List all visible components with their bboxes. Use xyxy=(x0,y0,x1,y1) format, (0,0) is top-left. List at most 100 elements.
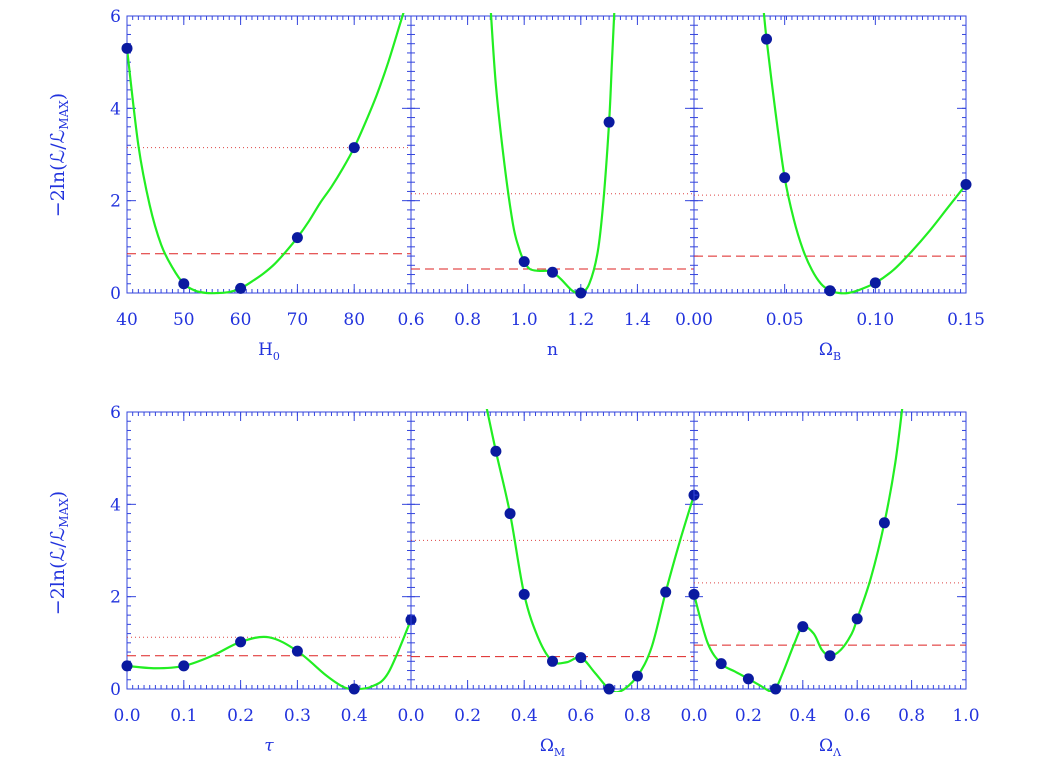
data-point xyxy=(878,517,890,529)
data-point xyxy=(824,285,836,297)
data-point xyxy=(291,232,303,244)
panel-3-xlabel: ΩB xyxy=(819,340,841,363)
panel-2: 0.8 1.0 1.2 1.4 0.00 n xyxy=(410,13,713,360)
data-point xyxy=(631,670,643,682)
panel-4-frame xyxy=(126,411,412,690)
x-tick-label: 0.6 xyxy=(844,706,871,726)
panel-1-xlabel: H0 xyxy=(258,340,280,363)
data-point xyxy=(547,266,558,278)
x-tick-label: 0.0 xyxy=(680,706,707,726)
x-tick-label: 80 xyxy=(343,310,365,330)
x-tick-label: 0.00 xyxy=(675,310,713,330)
xlabel-sub: M xyxy=(554,746,565,759)
data-point xyxy=(490,445,502,457)
xlabel-sub: B xyxy=(833,350,841,363)
x-tick-label: 1.0 xyxy=(952,706,979,726)
likelihood-curve xyxy=(489,13,616,295)
x-tick-label: 0.4 xyxy=(789,706,816,726)
x-tick-label: 1.4 xyxy=(624,310,651,330)
x-tick-label: 60 xyxy=(230,310,252,330)
x-tick-label: 0.4 xyxy=(511,706,538,726)
x-tick-label: 0.10 xyxy=(856,310,894,330)
data-point xyxy=(121,42,133,54)
xlabel-main: Ω xyxy=(819,736,833,756)
data-point xyxy=(235,282,247,294)
x-tick-label: 0.2 xyxy=(735,706,762,726)
data-point xyxy=(178,278,190,290)
panel-5: 0.2 0.4 0.6 0.8 0.0 ΩM xyxy=(410,409,708,759)
data-point xyxy=(715,658,727,670)
x-tick-label: 0.4 xyxy=(341,706,368,726)
x-tick-label: 0.15 xyxy=(947,310,985,330)
panel-2-xlabel: n xyxy=(547,340,558,360)
y-tick-label: 2 xyxy=(110,192,121,212)
data-point xyxy=(761,33,773,45)
ylabel-bottom: −2ln(ℒ/ℒMAX) xyxy=(47,491,71,615)
data-point xyxy=(575,652,587,664)
data-point xyxy=(348,683,360,695)
y-tick-label: 0 xyxy=(110,284,121,304)
data-point xyxy=(121,660,133,672)
panel-4: 0.0 0.1 0.2 0.3 0.4 0.0 0 2 4 6 τ xyxy=(110,403,424,756)
data-point xyxy=(518,588,530,600)
xlabel-main: Ω xyxy=(819,340,833,360)
y-tick-label: 4 xyxy=(110,495,121,515)
xlabel-sub: 0 xyxy=(273,350,280,363)
x-tick-label: 1.2 xyxy=(567,310,594,330)
panel-6-xlabel: ΩΛ xyxy=(819,736,842,759)
y-tick-label: 6 xyxy=(110,7,121,27)
likelihood-curve xyxy=(127,13,405,295)
data-point xyxy=(178,660,190,672)
panel-4-xlabel: τ xyxy=(264,736,274,756)
data-point xyxy=(235,636,247,648)
likelihood-curve xyxy=(127,619,411,691)
xlabel-main: Ω xyxy=(540,736,554,756)
x-tick-label: 40 xyxy=(116,310,138,330)
data-point xyxy=(575,287,587,299)
x-tick-label: 0.0 xyxy=(397,706,424,726)
data-point xyxy=(688,588,700,600)
data-point xyxy=(603,116,615,128)
xlabel-main: τ xyxy=(264,736,274,756)
x-tick-label: 0.2 xyxy=(227,706,254,726)
data-point xyxy=(869,277,881,289)
panel-3-frame xyxy=(693,15,967,294)
likelihood-curve xyxy=(694,409,904,692)
xlabel-sub: Λ xyxy=(832,746,842,759)
x-tick-label: 0.1 xyxy=(170,706,197,726)
data-point xyxy=(824,650,836,662)
data-point xyxy=(348,142,360,154)
x-tick-label: 0.3 xyxy=(284,706,311,726)
data-point xyxy=(504,508,516,520)
data-point xyxy=(960,179,972,191)
x-tick-label: 50 xyxy=(173,310,195,330)
panel-5-xlabel: ΩM xyxy=(540,736,565,759)
x-tick-label: 0.0 xyxy=(113,706,140,726)
data-point xyxy=(797,621,809,633)
data-point xyxy=(518,256,530,268)
x-tick-label: 0.6 xyxy=(567,706,594,726)
likelihood-curve xyxy=(485,409,694,692)
data-point xyxy=(779,172,791,184)
panel-6: 0.2 0.4 0.6 0.8 1.0 ΩΛ xyxy=(688,409,980,759)
panel-6-frame xyxy=(693,411,967,690)
x-tick-label: 1.0 xyxy=(511,310,538,330)
x-tick-label: 0.2 xyxy=(454,706,481,726)
data-point xyxy=(660,586,672,598)
panel-3: 0.05 0.10 0.15 ΩB xyxy=(693,13,985,363)
x-tick-label: 0.8 xyxy=(454,310,481,330)
y-tick-label: 2 xyxy=(110,588,121,608)
x-tick-label: 0.8 xyxy=(898,706,925,726)
ylabel-top: −2ln(ℒ/ℒMAX) xyxy=(47,93,71,217)
data-point xyxy=(603,683,615,695)
data-point xyxy=(770,683,782,695)
x-tick-label: 0.8 xyxy=(624,706,651,726)
y-tick-label: 4 xyxy=(110,99,121,119)
panel-2-frame xyxy=(410,15,695,294)
likelihood-curve xyxy=(762,13,966,295)
xlabel-main: n xyxy=(547,340,558,360)
data-point xyxy=(742,673,754,685)
x-tick-label: 0.6 xyxy=(397,310,424,330)
